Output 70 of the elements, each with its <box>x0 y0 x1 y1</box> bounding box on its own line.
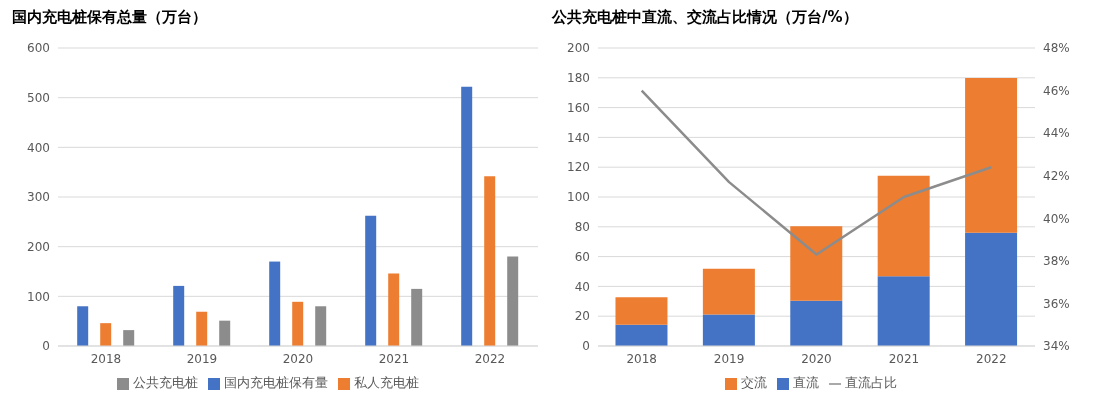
y2-tick-label: 36% <box>1043 296 1070 311</box>
y2-tick-label: 46% <box>1043 83 1070 98</box>
bar <box>315 306 327 346</box>
bar <box>269 261 281 346</box>
bar <box>100 323 112 346</box>
bar <box>702 268 755 315</box>
x-tick-label: 2019 <box>713 351 745 366</box>
bar <box>877 175 930 277</box>
line-series <box>640 89 993 256</box>
legend-label: 交流 <box>740 375 767 390</box>
y-tick-label: 200 <box>567 41 590 56</box>
bar <box>219 320 231 346</box>
y-tick-label: 300 <box>27 190 50 205</box>
legend-label: 国内充电桩保有量 <box>224 375 328 390</box>
legend-label: 直流 <box>792 375 819 390</box>
legend-label: 公共充电桩 <box>133 375 198 390</box>
legend-label: 直流占比 <box>844 375 897 390</box>
x-tick-label: 2022 <box>474 351 506 366</box>
x-tick-label: 2018 <box>90 351 122 366</box>
x-tick-label: 2021 <box>888 351 920 366</box>
bar <box>411 288 423 346</box>
bar <box>507 256 519 346</box>
y2-tick-label: 34% <box>1043 339 1070 354</box>
y-tick-label: 100 <box>567 190 590 205</box>
y-tick-label: 600 <box>27 41 50 56</box>
bar <box>388 273 400 346</box>
y2-tick-label: 44% <box>1043 126 1070 141</box>
bar <box>790 226 843 301</box>
bar <box>615 297 668 325</box>
y-tick-label: 40 <box>574 279 590 294</box>
y2-tick-label: 48% <box>1043 41 1070 56</box>
legend-label: 私人充电桩 <box>354 375 419 390</box>
y-tick-label: 0 <box>582 339 590 354</box>
bar <box>173 285 185 346</box>
bar <box>196 311 208 346</box>
y-tick-label: 400 <box>27 140 50 155</box>
chart-title: 国内充电桩保有总量（万台） <box>11 8 208 28</box>
x-tick-label: 2019 <box>186 351 218 366</box>
bar <box>292 301 304 346</box>
y-tick-label: 60 <box>574 249 590 264</box>
bar <box>615 324 668 346</box>
bar <box>484 176 496 346</box>
y-tick-label: 120 <box>567 160 590 175</box>
x-tick-label: 2018 <box>626 351 657 366</box>
x-tick-label: 2022 <box>976 351 1007 366</box>
y-tick-label: 0 <box>42 339 50 354</box>
bar <box>123 330 135 346</box>
y-tick-label: 500 <box>27 90 50 105</box>
y2-tick-label: 40% <box>1043 211 1070 226</box>
bar <box>365 215 377 346</box>
chart-title: 公共充电桩中直流、交流占比情况（万台/%） <box>550 8 859 28</box>
x-tick-label: 2020 <box>282 351 314 366</box>
y2-tick-label: 42% <box>1043 168 1070 183</box>
y-tick-label: 180 <box>567 71 590 86</box>
bar <box>965 78 1018 233</box>
y-tick-label: 160 <box>567 100 590 115</box>
bar <box>461 86 473 346</box>
y-tick-label: 200 <box>27 239 50 254</box>
bar <box>77 306 89 346</box>
x-tick-label: 2021 <box>378 351 410 366</box>
y2-tick-label: 38% <box>1043 254 1070 269</box>
bar <box>877 276 930 346</box>
bar <box>790 300 843 346</box>
bar <box>702 314 755 346</box>
y-tick-label: 20 <box>574 309 590 324</box>
y-tick-label: 80 <box>574 220 590 235</box>
x-tick-label: 2020 <box>801 351 832 366</box>
bar <box>965 232 1018 346</box>
y-tick-label: 100 <box>27 289 50 304</box>
y-tick-label: 140 <box>567 130 590 145</box>
